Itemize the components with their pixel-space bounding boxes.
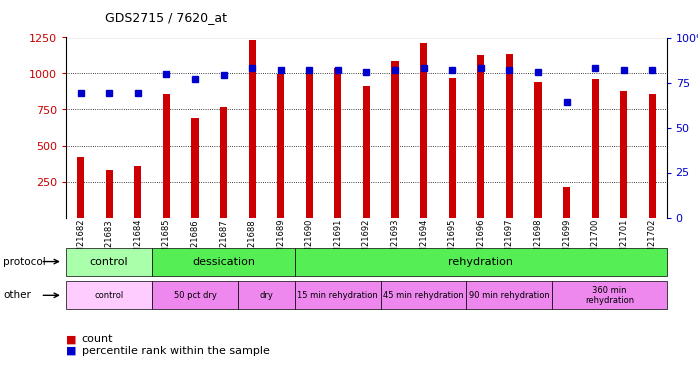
Text: 50 pct dry: 50 pct dry — [174, 291, 216, 300]
Bar — [363, 87, 370, 218]
Bar — [77, 157, 84, 218]
Bar — [248, 40, 255, 218]
Bar — [506, 54, 513, 217]
Text: control: control — [94, 291, 124, 300]
Text: control: control — [90, 256, 128, 267]
Text: protocol: protocol — [3, 256, 46, 267]
Text: GDS2715 / 7620_at: GDS2715 / 7620_at — [105, 11, 227, 24]
Text: ■: ■ — [66, 334, 77, 344]
Bar — [277, 74, 284, 217]
Bar — [163, 94, 170, 218]
Bar — [477, 55, 484, 217]
Bar — [648, 94, 656, 218]
Text: rehydration: rehydration — [448, 256, 513, 267]
Text: 360 min
rehydration: 360 min rehydration — [585, 286, 634, 305]
Bar — [105, 170, 113, 217]
Text: other: other — [3, 290, 31, 300]
Bar — [620, 92, 628, 218]
Bar — [134, 166, 141, 218]
Text: 90 min rehydration: 90 min rehydration — [469, 291, 550, 300]
Text: percentile rank within the sample: percentile rank within the sample — [82, 346, 269, 355]
Bar — [420, 43, 427, 218]
Bar — [591, 78, 599, 218]
Bar — [449, 78, 456, 218]
Text: dry: dry — [260, 291, 274, 300]
Bar — [306, 70, 313, 217]
Text: 15 min rehydration: 15 min rehydration — [297, 291, 378, 300]
Text: ■: ■ — [66, 346, 77, 355]
Text: count: count — [82, 334, 113, 344]
Bar — [392, 60, 399, 217]
Bar — [220, 106, 227, 218]
Bar — [334, 68, 341, 218]
Text: 45 min rehydration: 45 min rehydration — [383, 291, 464, 300]
Text: dessication: dessication — [192, 256, 255, 267]
Bar — [191, 118, 198, 218]
Bar — [563, 186, 570, 218]
Bar — [535, 82, 542, 218]
